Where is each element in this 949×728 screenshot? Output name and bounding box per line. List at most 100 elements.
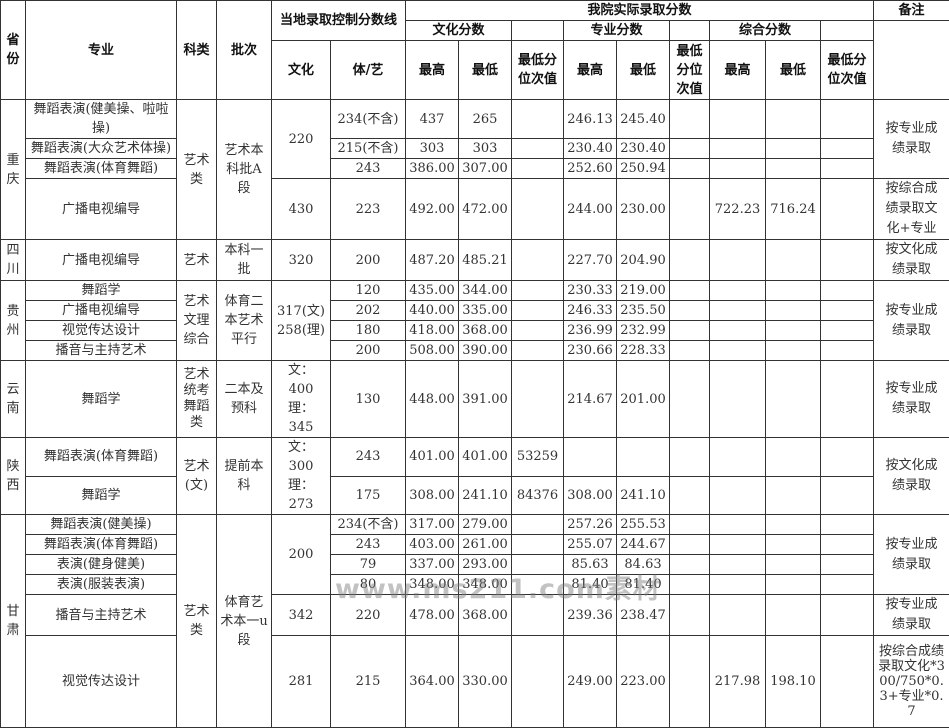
- major-min-cell: 201.00: [617, 361, 670, 438]
- culture-min-cell: 293.00: [459, 555, 512, 575]
- major-rank-cell: [670, 555, 710, 575]
- remark-cell: 按文化成绩录取: [874, 240, 949, 281]
- culture-line-cell: 220: [272, 100, 331, 179]
- composite-min-cell: [766, 361, 821, 438]
- major-rank-cell: [670, 159, 710, 179]
- culture-line-cell: 342: [272, 595, 331, 636]
- major-rank-cell: [670, 179, 710, 240]
- composite-min-cell: [766, 240, 821, 281]
- table-row: 播音与主持艺术 200 508.00 390.00 230.66 228.33: [1, 341, 949, 361]
- culture-max-cell: 440.00: [406, 301, 459, 321]
- sport-art-line-cell: 200: [331, 240, 406, 281]
- sport-art-line-cell: 243: [331, 159, 406, 179]
- culture-max-cell: 478.00: [406, 595, 459, 636]
- category-cell: 艺术: [177, 240, 217, 281]
- header-sport-art: 体/艺: [331, 41, 406, 100]
- header-major-score: 专业分数: [564, 21, 670, 41]
- composite-min-cell: [766, 100, 821, 139]
- batch-cell: 体育二本艺术平行: [217, 281, 272, 361]
- composite-rank-cell: [821, 139, 874, 159]
- table-row: 甘肃 舞蹈表演(健美操) 艺术类 体育艺术本一u段 200 234(不含) 31…: [1, 515, 949, 535]
- culture-rank-cell: [512, 139, 564, 159]
- culture-max-cell: 448.00: [406, 361, 459, 438]
- category-cell: 艺术类: [177, 515, 217, 728]
- province-cell: 云南: [1, 361, 26, 438]
- culture-line-cell: 文：400 理：345: [272, 361, 331, 438]
- batch-cell: 体育艺术本一u段: [217, 515, 272, 728]
- major-rank-cell: [670, 100, 710, 139]
- culture-rank-cell: [512, 179, 564, 240]
- major-rank-cell: [670, 240, 710, 281]
- major-min-cell: 244.67: [617, 535, 670, 555]
- composite-max-cell: [710, 240, 766, 281]
- table-row: 表演(服装表演) 80 348.00 348.00 81.40 81.40: [1, 575, 949, 595]
- major-max-cell: 257.26: [564, 515, 617, 535]
- culture-line-cell: 281: [272, 636, 331, 728]
- header-culture-min: 最低: [459, 41, 512, 100]
- composite-min-cell: [766, 159, 821, 179]
- culture-rank-cell: [512, 555, 564, 575]
- category-cell: 艺术类: [177, 100, 217, 240]
- major-cell: 舞蹈学: [26, 476, 177, 515]
- culture-max-cell: 487.20: [406, 240, 459, 281]
- major-min-cell: 219.00: [617, 281, 670, 301]
- major-rank-cell: [670, 438, 710, 477]
- composite-min-cell: [766, 341, 821, 361]
- major-min-cell: 230.00: [617, 179, 670, 240]
- major-max-cell: 236.99: [564, 321, 617, 341]
- header-culture-min-rank: 最低分位次值: [512, 41, 564, 100]
- major-max-cell: 85.63: [564, 555, 617, 575]
- composite-max-cell: [710, 301, 766, 321]
- sport-art-line-cell: 130: [331, 361, 406, 438]
- table-row: 广播电视编导 202 440.00 335.00 246.33 235.50: [1, 301, 949, 321]
- culture-max-cell: 364.00: [406, 636, 459, 728]
- major-max-cell: 230.33: [564, 281, 617, 301]
- table-row: 视觉传达设计 281 215 364.00 330.00 249.00 223.…: [1, 636, 949, 728]
- header-culture-score: 文化分数: [406, 21, 512, 41]
- composite-max-cell: [710, 341, 766, 361]
- table-row: 云南 舞蹈学 艺术统考舞蹈类 二本及预科 文：400 理：345 130 448…: [1, 361, 949, 438]
- culture-max-cell: 437: [406, 100, 459, 139]
- culture-max-cell: 418.00: [406, 321, 459, 341]
- major-rank-cell: [670, 575, 710, 595]
- composite-min-cell: [766, 515, 821, 535]
- culture-max-cell: 348.00: [406, 575, 459, 595]
- major-rank-cell: [670, 636, 710, 728]
- major-cell: 广播电视编导: [26, 179, 177, 240]
- composite-min-cell: [766, 555, 821, 575]
- major-min-cell: 250.94: [617, 159, 670, 179]
- culture-min-cell: 307.00: [459, 159, 512, 179]
- major-min-cell: 228.33: [617, 341, 670, 361]
- composite-rank-cell: [821, 341, 874, 361]
- culture-rank-cell: [512, 240, 564, 281]
- culture-min-cell: 485.21: [459, 240, 512, 281]
- culture-min-cell: 265: [459, 100, 512, 139]
- sport-art-line-cell: 220: [331, 595, 406, 636]
- major-min-cell: 238.47: [617, 595, 670, 636]
- composite-min-cell: [766, 281, 821, 301]
- culture-min-cell: 344.00: [459, 281, 512, 301]
- composite-max-cell: 722.23: [710, 179, 766, 240]
- composite-rank-cell: [821, 179, 874, 240]
- major-max-cell: 308.00: [564, 476, 617, 515]
- culture-rank-cell: [512, 575, 564, 595]
- composite-min-cell: [766, 595, 821, 636]
- sport-art-line-cell: 120: [331, 281, 406, 301]
- batch-cell: 提前本科: [217, 438, 272, 515]
- remark-cell: 按综合成绩录取文化*300/750*0.3+专业*0.7: [874, 636, 949, 728]
- sport-art-line-cell: 243: [331, 438, 406, 477]
- composite-max-cell: [710, 438, 766, 477]
- header-local-line: 当地录取控制分数线: [272, 1, 406, 41]
- composite-max-cell: [710, 595, 766, 636]
- major-cell: 广播电视编导: [26, 301, 177, 321]
- major-rank-cell: [670, 535, 710, 555]
- major-cell: 舞蹈学: [26, 361, 177, 438]
- category-cell: 艺术(文): [177, 438, 217, 515]
- composite-rank-cell: [821, 575, 874, 595]
- culture-max-cell: 308.00: [406, 476, 459, 515]
- major-cell: 舞蹈表演(体育舞蹈): [26, 535, 177, 555]
- major-cell: 播音与主持艺术: [26, 341, 177, 361]
- major-max-cell: 246.13: [564, 100, 617, 139]
- culture-rank-cell: [512, 515, 564, 535]
